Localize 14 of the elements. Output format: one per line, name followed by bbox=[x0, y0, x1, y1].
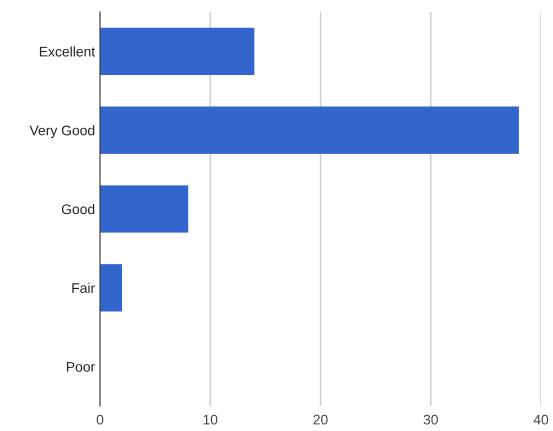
x-tick-label: 30 bbox=[424, 414, 438, 425]
y-tick-label: Fair bbox=[72, 282, 95, 293]
x-tick-label: 40 bbox=[534, 414, 548, 425]
x-tick-label: 0 bbox=[96, 414, 104, 425]
bar bbox=[100, 264, 122, 312]
y-tick-label: Excellent bbox=[40, 46, 96, 57]
y-tick-label: Poor bbox=[66, 362, 95, 372]
bar bbox=[100, 106, 519, 154]
x-tick-label: 10 bbox=[204, 414, 218, 425]
bar bbox=[100, 28, 254, 76]
y-tick-label: Very Good bbox=[30, 125, 94, 138]
bar bbox=[100, 185, 188, 233]
x-tick-label: 20 bbox=[313, 414, 328, 425]
y-tick-label: Good bbox=[62, 204, 94, 214]
